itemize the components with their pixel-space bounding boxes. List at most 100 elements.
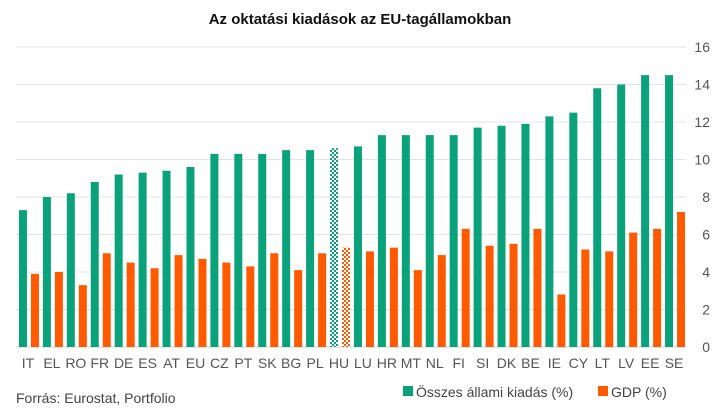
chart-title: Az oktatási kiadások az EU-tagállamokban	[209, 11, 512, 28]
bar-gdp-lu	[365, 251, 374, 347]
x-tick-label-at: AT	[163, 355, 180, 371]
bars	[18, 75, 686, 347]
x-tick-label-lv: LV	[618, 355, 635, 371]
bar-gdp-hu	[342, 247, 351, 347]
x-tick-label-ee: EE	[641, 355, 660, 371]
x-axis-ticks: IT EL RO FR DE ES AT EU CZ PT SK BG PL HU LU HR MT NL FI SI…	[22, 355, 684, 371]
bar-gdp-ee	[653, 228, 662, 347]
bar-total-hu	[330, 148, 339, 347]
bar-gdp-cz	[222, 262, 231, 347]
bar-gdp-dk	[509, 243, 518, 347]
bar-total-mt	[401, 135, 410, 347]
x-tick-label-dk: DK	[497, 355, 517, 371]
y-tick-label: 16	[694, 39, 710, 55]
bar-total-cy	[569, 112, 578, 347]
legend: Összes állami kiadás (%) GDP (%)	[403, 383, 667, 400]
bar-gdp-el	[54, 272, 63, 347]
bar-gdp-mt	[413, 270, 422, 347]
bar-total-fr	[90, 182, 99, 347]
bar-gdp-lv	[629, 232, 638, 347]
bar-total-lt	[593, 88, 602, 347]
x-tick-label-hr: HR	[377, 355, 397, 371]
x-tick-label-sk: SK	[258, 355, 277, 371]
x-tick-label-se: SE	[665, 355, 684, 371]
legend-label-total: Összes állami kiadás (%)	[416, 383, 573, 400]
y-tick-label: 4	[702, 264, 710, 280]
x-tick-label-be: BE	[521, 355, 540, 371]
bar-gdp-bg	[294, 270, 303, 347]
x-tick-label-bg: BG	[281, 355, 301, 371]
bar-total-lv	[617, 84, 626, 347]
x-tick-label-el: EL	[43, 355, 60, 371]
bar-total-ee	[641, 75, 650, 347]
bar-total-se	[665, 75, 674, 347]
bar-gdp-fi	[461, 228, 470, 347]
y-tick-label: 12	[694, 114, 710, 130]
x-tick-label-cy: CY	[569, 355, 589, 371]
y-tick-label: 6	[702, 227, 710, 243]
bar-total-dk	[497, 125, 506, 347]
legend-swatch-gdp	[598, 386, 608, 396]
y-tick-label: 2	[702, 302, 710, 318]
bar-total-nl	[425, 135, 434, 347]
bar-total-be	[521, 123, 530, 347]
x-tick-label-lu: LU	[354, 355, 372, 371]
bar-total-pt	[234, 153, 243, 347]
bar-gdp-ro	[78, 285, 87, 347]
source-note: Forrás: Eurostat, Portfolio	[16, 390, 176, 406]
bar-total-lu	[353, 146, 362, 347]
x-tick-label-fi: FI	[452, 355, 464, 371]
x-tick-label-es: ES	[138, 355, 157, 371]
x-tick-label-mt: MT	[401, 355, 422, 371]
y-tick-label: 10	[694, 152, 710, 168]
x-tick-label-ro: RO	[65, 355, 86, 371]
bar-total-ie	[545, 116, 554, 347]
bar-gdp-lt	[605, 251, 614, 347]
y-tick-label: 8	[702, 189, 710, 205]
x-tick-label-si: SI	[476, 355, 489, 371]
bar-total-hr	[377, 135, 386, 347]
y-tick-label: 0	[702, 339, 710, 355]
bar-gdp-hr	[389, 247, 398, 347]
bar-gdp-sk	[270, 253, 279, 347]
bar-total-cz	[210, 153, 219, 347]
x-tick-label-fr: FR	[90, 355, 109, 371]
bar-total-es	[138, 172, 147, 347]
bar-total-it	[18, 210, 27, 347]
x-tick-label-hu: HU	[329, 355, 349, 371]
bar-total-de	[114, 174, 123, 347]
x-tick-label-pt: PT	[234, 355, 252, 371]
bar-total-si	[473, 127, 482, 347]
x-tick-label-lt: LT	[595, 355, 611, 371]
bar-gdp-si	[485, 245, 494, 347]
bar-gdp-pl	[318, 253, 327, 347]
bar-gdp-cy	[581, 249, 590, 347]
legend-label-gdp: GDP (%)	[611, 384, 667, 400]
bar-gdp-be	[533, 228, 542, 347]
bar-total-ro	[66, 193, 75, 347]
bar-gdp-it	[30, 273, 39, 347]
x-tick-label-de: DE	[114, 355, 133, 371]
bar-total-el	[42, 197, 51, 347]
x-tick-label-eu: EU	[186, 355, 205, 371]
bar-total-sk	[258, 153, 267, 347]
bar-total-eu	[186, 167, 195, 347]
bar-gdp-ie	[557, 294, 566, 347]
x-tick-label-pl: PL	[307, 355, 324, 371]
y-tick-label: 14	[694, 77, 710, 93]
bar-gdp-se	[677, 212, 686, 347]
bar-total-pl	[306, 150, 315, 347]
x-tick-label-cz: CZ	[210, 355, 229, 371]
bar-gdp-pt	[246, 266, 255, 347]
x-tick-label-ie: IE	[548, 355, 561, 371]
bar-total-bg	[282, 150, 291, 347]
bar-total-at	[162, 170, 171, 347]
x-tick-label-it: IT	[22, 355, 35, 371]
y-axis-ticks: 0 2 4 6 8 10 12 14 16	[694, 39, 710, 355]
bar-gdp-es	[150, 268, 159, 347]
bar-total-fi	[449, 135, 458, 347]
bar-gdp-fr	[102, 253, 111, 347]
legend-swatch-total	[403, 386, 413, 396]
